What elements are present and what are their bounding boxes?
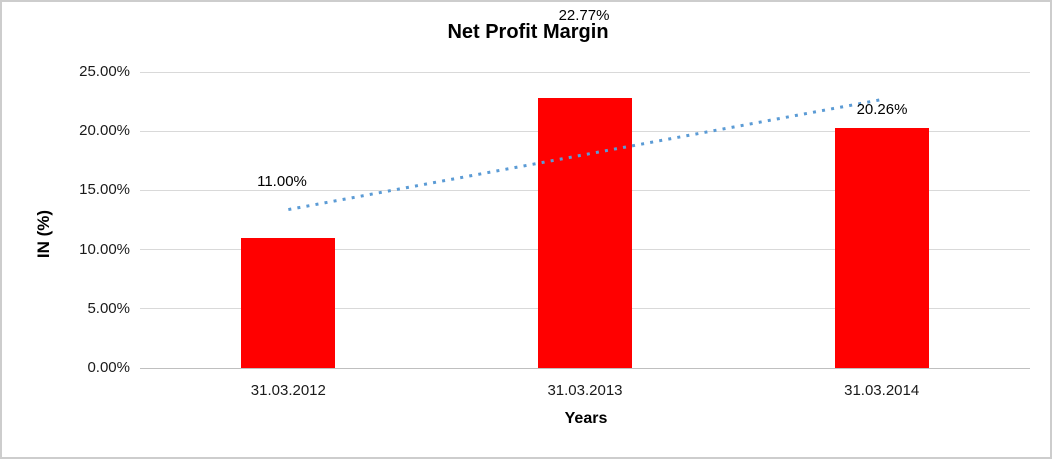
y-tick-label: 20.00% (79, 122, 130, 140)
y-tick-label: 10.00% (79, 240, 130, 258)
x-axis-line (140, 367, 1030, 369)
bar-31.03.2012 (241, 237, 336, 368)
y-axis-title: IN (%) (34, 209, 53, 259)
x-axis-title: Years (564, 410, 608, 427)
x-tick-label: 31.03.2014 (844, 382, 920, 399)
y-tick-label: 15.00% (79, 181, 130, 199)
data-label: 11.00% (257, 173, 307, 190)
y-tick-label: 5.00% (87, 299, 130, 317)
gridline (140, 71, 1030, 73)
x-tick-label: 31.03.2012 (250, 382, 326, 399)
y-tick-label: 25.00% (79, 63, 130, 80)
x-tick-label: 31.03.2013 (547, 382, 623, 399)
data-label: 22.77% (558, 7, 610, 24)
bar-31.03.2014 (834, 128, 929, 368)
y-tick-label: 0.00% (87, 359, 130, 376)
bar-31.03.2013 (538, 98, 632, 368)
data-label: 20.26% (856, 101, 908, 118)
